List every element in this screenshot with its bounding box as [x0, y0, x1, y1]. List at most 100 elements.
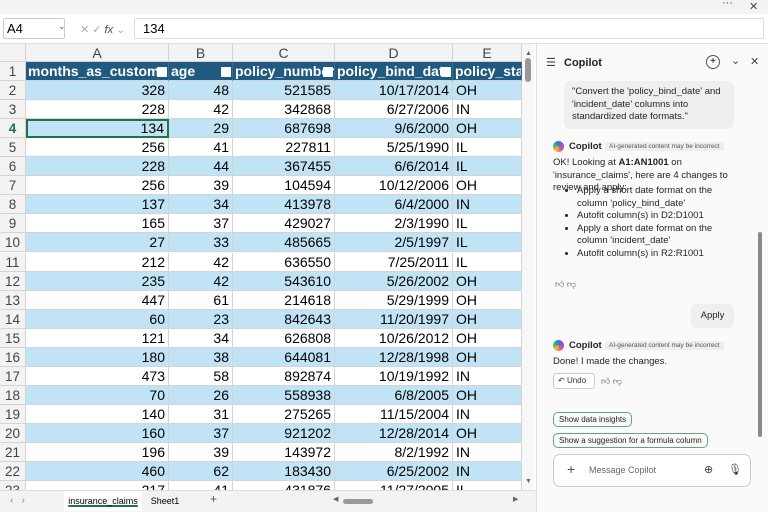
cell[interactable]: IN: [453, 462, 522, 481]
cell[interactable]: OH: [453, 348, 522, 367]
cell[interactable]: OH: [453, 424, 522, 443]
row-header[interactable]: 7: [0, 176, 26, 195]
cell[interactable]: 217: [26, 481, 169, 490]
close-icon[interactable]: ✕: [749, 0, 758, 13]
formula-input[interactable]: 134: [134, 18, 764, 39]
close-pane-icon[interactable]: ✕: [750, 55, 759, 68]
cell[interactable]: 235: [26, 272, 169, 291]
cell[interactable]: 39: [169, 443, 233, 462]
cell[interactable]: 636550: [233, 253, 335, 272]
cell[interactable]: 6/6/2014: [335, 157, 453, 176]
cell[interactable]: 26: [169, 386, 233, 405]
cell[interactable]: OH: [453, 81, 522, 100]
row-header[interactable]: 11: [0, 253, 26, 272]
row-header[interactable]: 14: [0, 310, 26, 329]
collapse-icon[interactable]: ⌄: [731, 54, 740, 67]
cell[interactable]: 256: [26, 138, 169, 157]
row-header[interactable]: 3: [0, 100, 26, 119]
filter-button[interactable]: [323, 67, 333, 77]
column-header[interactable]: E: [453, 44, 522, 62]
new-chat-icon[interactable]: +: [706, 55, 720, 69]
cell[interactable]: 687698: [233, 119, 335, 138]
cell[interactable]: 842643: [233, 310, 335, 329]
cell[interactable]: 275265: [233, 405, 335, 424]
cell[interactable]: 10/19/1992: [335, 367, 453, 386]
cell[interactable]: 892874: [233, 367, 335, 386]
cell[interactable]: IL: [453, 214, 522, 233]
undo-button[interactable]: ↶ Undo: [553, 373, 595, 389]
cell[interactable]: 121: [26, 329, 169, 348]
cell[interactable]: OH: [453, 291, 522, 310]
cell[interactable]: 42: [169, 272, 233, 291]
cell[interactable]: 165: [26, 214, 169, 233]
cell[interactable]: IL: [453, 138, 522, 157]
row-header[interactable]: 9: [0, 214, 26, 233]
row-header[interactable]: 17: [0, 367, 26, 386]
cell[interactable]: 143972: [233, 443, 335, 462]
cell[interactable]: 228: [26, 100, 169, 119]
cell[interactable]: 33: [169, 233, 233, 252]
cell[interactable]: 212: [26, 253, 169, 272]
table-header[interactable]: policy_state: [453, 62, 522, 81]
cell[interactable]: 12/28/2014: [335, 424, 453, 443]
row-header[interactable]: 16: [0, 348, 26, 367]
more-icon[interactable]: ···: [722, 0, 733, 9]
row-header[interactable]: 19: [0, 405, 26, 424]
cell[interactable]: 62: [169, 462, 233, 481]
cell[interactable]: 70: [26, 386, 169, 405]
cell[interactable]: IN: [453, 443, 522, 462]
cell[interactable]: OH: [453, 119, 522, 138]
cell[interactable]: 10/26/2012: [335, 329, 453, 348]
cell[interactable]: 37: [169, 424, 233, 443]
cell[interactable]: 431876: [233, 481, 335, 490]
cell[interactable]: 473: [26, 367, 169, 386]
message-input[interactable]: + Message Copilot ⊕ 🎙︎: [553, 454, 751, 487]
filter-button[interactable]: [221, 67, 231, 77]
cell[interactable]: 34: [169, 329, 233, 348]
apply-button[interactable]: Apply: [691, 304, 734, 328]
cell[interactable]: 328: [26, 81, 169, 100]
cell[interactable]: 23: [169, 310, 233, 329]
sheet-tab[interactable]: Sheet1: [146, 491, 184, 511]
row-header[interactable]: 8: [0, 195, 26, 214]
table-header[interactable]: age: [169, 62, 233, 81]
cell[interactable]: OH: [453, 176, 522, 195]
cell[interactable]: 921202: [233, 424, 335, 443]
vertical-scrollbar[interactable]: ▲ ▼: [522, 44, 534, 490]
row-header[interactable]: 18: [0, 386, 26, 405]
cell[interactable]: 5/29/1999: [335, 291, 453, 310]
cell[interactable]: IN: [453, 405, 522, 424]
row-header[interactable]: 21: [0, 443, 26, 462]
row-header[interactable]: 6: [0, 157, 26, 176]
cell[interactable]: 11/27/2005: [335, 481, 453, 490]
cell[interactable]: 6/25/2002: [335, 462, 453, 481]
add-sheet-button[interactable]: +: [210, 492, 217, 506]
filter-button[interactable]: [441, 67, 451, 77]
cell[interactable]: IL: [453, 481, 522, 490]
cell[interactable]: 521585: [233, 81, 335, 100]
cell[interactable]: 9/6/2000: [335, 119, 453, 138]
column-header[interactable]: C: [233, 44, 335, 62]
table-header[interactable]: policy_bind_date: [335, 62, 453, 81]
name-box[interactable]: A4: [3, 18, 65, 39]
row-header[interactable]: 15: [0, 329, 26, 348]
cell[interactable]: 10/17/2014: [335, 81, 453, 100]
cell[interactable]: 48: [169, 81, 233, 100]
column-header[interactable]: B: [169, 44, 233, 62]
cell[interactable]: 5/25/1990: [335, 138, 453, 157]
cell[interactable]: OH: [453, 329, 522, 348]
cell[interactable]: 626808: [233, 329, 335, 348]
cell[interactable]: 2/5/1997: [335, 233, 453, 252]
cell[interactable]: IN: [453, 367, 522, 386]
row-header[interactable]: 10: [0, 233, 26, 252]
cell[interactable]: IN: [453, 100, 522, 119]
cell[interactable]: 256: [26, 176, 169, 195]
cell[interactable]: 38: [169, 348, 233, 367]
cell[interactable]: 228: [26, 157, 169, 176]
cell[interactable]: IL: [453, 253, 522, 272]
cell[interactable]: 34: [169, 195, 233, 214]
cell[interactable]: OH: [453, 310, 522, 329]
cell[interactable]: 367455: [233, 157, 335, 176]
cell[interactable]: 6/8/2005: [335, 386, 453, 405]
feedback-icons[interactable]: 👍︎ 👎︎: [601, 376, 622, 387]
